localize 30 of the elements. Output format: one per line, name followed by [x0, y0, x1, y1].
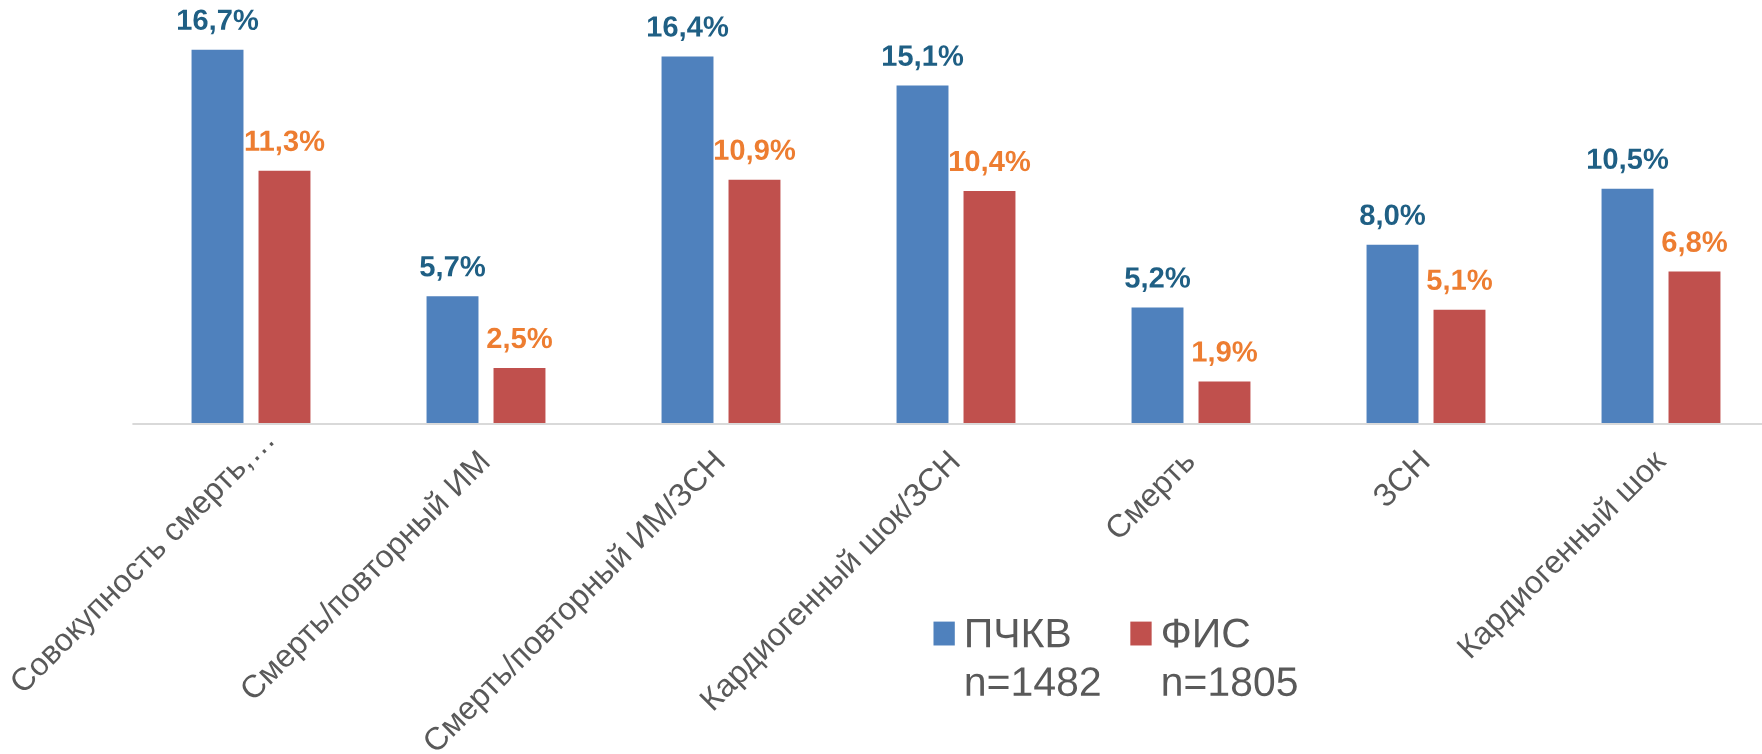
bar — [191, 49, 244, 424]
bar — [728, 179, 781, 424]
data-label: 15,1% — [883, 45, 964, 71]
legend-label: ПЧКВ n=1482 — [966, 618, 1100, 697]
data-label: 16,4% — [648, 16, 729, 42]
data-label: 1,9% — [1193, 341, 1257, 366]
bar — [1668, 271, 1721, 424]
bar — [493, 367, 546, 424]
data-label: 10,9% — [714, 139, 796, 165]
data-label: 5,2% — [1125, 267, 1190, 293]
data-label: 6,8% — [1662, 231, 1727, 257]
data-label: 10,5% — [1588, 148, 1669, 174]
bar — [896, 85, 949, 424]
bar — [963, 190, 1016, 424]
data-label: 2,5% — [487, 327, 552, 353]
bar — [1601, 188, 1654, 424]
data-label: 5,7% — [420, 256, 485, 281]
data-label: 5,1% — [1427, 269, 1492, 295]
data-label: 16,7% — [178, 9, 259, 35]
bar — [1198, 381, 1251, 424]
bar — [426, 296, 479, 424]
bar — [661, 56, 714, 424]
data-label: 10,4% — [949, 150, 1031, 176]
bar — [1366, 244, 1419, 424]
data-label: 8,0% — [1360, 204, 1425, 230]
bar — [1131, 307, 1184, 424]
legend-label: ФИС n=1805 — [1163, 618, 1297, 697]
data-label: 11,3% — [245, 130, 325, 156]
bar — [1433, 309, 1486, 424]
bar — [258, 170, 311, 424]
